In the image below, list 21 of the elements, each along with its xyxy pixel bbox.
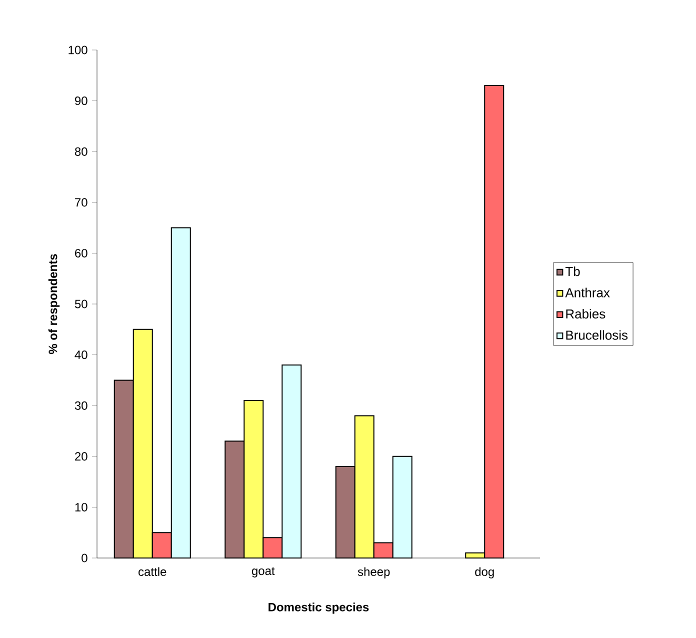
y-tick-label: 0 xyxy=(82,554,88,562)
y-tick-label: 30 xyxy=(74,401,88,410)
y-tick-label: 60 xyxy=(75,248,88,258)
x-tick-label: dog xyxy=(475,567,494,578)
legend-label: Rabies xyxy=(566,308,606,319)
x-axis-title: Domestic species xyxy=(268,602,369,614)
y-tick-label: 100 xyxy=(68,46,88,54)
y-tick-label: 90 xyxy=(75,96,88,106)
y-tick-label: 50 xyxy=(74,300,88,308)
x-tick-label: sheep xyxy=(358,567,390,578)
legend-label: Brucellosis xyxy=(566,330,628,340)
legend-label: Anthrax xyxy=(565,288,610,298)
y-tick-label: 10 xyxy=(75,502,88,512)
y-tick-label: 20 xyxy=(75,452,88,461)
y-tick-label: 40 xyxy=(74,350,88,360)
y-tick-label: 70 xyxy=(75,198,88,207)
x-tick-label: goat xyxy=(252,567,275,578)
legend-label: Tb xyxy=(565,266,580,276)
y-axis-title: % of respondents xyxy=(48,254,60,354)
y-tick-label: 80 xyxy=(74,147,88,156)
x-tick-label: cattle xyxy=(138,567,166,576)
